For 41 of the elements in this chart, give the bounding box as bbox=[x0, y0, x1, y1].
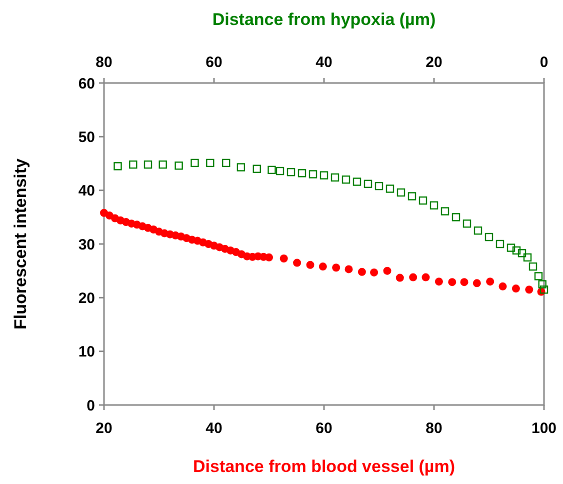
point bbox=[498, 282, 507, 290]
point bbox=[306, 260, 314, 269]
point bbox=[460, 278, 468, 286]
x-tick-label: 20 bbox=[96, 420, 112, 437]
point bbox=[525, 286, 534, 294]
y-axis-title: Fluorescent intensity bbox=[11, 158, 30, 330]
y-tick-label: 0 bbox=[86, 397, 95, 414]
x2-tick-label: 20 bbox=[426, 54, 442, 71]
y-tick-label: 30 bbox=[78, 236, 95, 254]
y-tick-label: 50 bbox=[78, 128, 95, 146]
point bbox=[486, 278, 494, 286]
point bbox=[280, 254, 288, 262]
x2-tick-label: 60 bbox=[206, 54, 222, 71]
x2-tick-label: 80 bbox=[96, 54, 112, 71]
point bbox=[358, 268, 366, 276]
x2-tick-label: 0 bbox=[540, 54, 548, 71]
x-tick-label: 80 bbox=[426, 420, 442, 437]
x-tick-label: 100 bbox=[531, 420, 557, 437]
x2-axis-title: Distance from hypoxia (µm) bbox=[212, 10, 436, 29]
y-tick-label: 10 bbox=[78, 344, 95, 361]
point bbox=[409, 273, 418, 282]
x-axis-title: Distance from blood vessel (µm) bbox=[192, 457, 456, 476]
point bbox=[383, 266, 392, 275]
y-tick-label: 40 bbox=[78, 182, 95, 200]
point bbox=[318, 262, 327, 271]
x2-tick-label: 40 bbox=[316, 54, 332, 71]
point bbox=[332, 264, 340, 272]
x-tick-label: 60 bbox=[316, 420, 332, 437]
point bbox=[370, 268, 378, 276]
point bbox=[512, 284, 520, 293]
point bbox=[472, 279, 481, 288]
point bbox=[344, 265, 353, 274]
y-tick-label: 60 bbox=[78, 75, 95, 92]
point bbox=[293, 258, 302, 267]
x-tick-label: 40 bbox=[206, 420, 222, 437]
y-tick-label: 20 bbox=[78, 290, 95, 307]
point bbox=[265, 253, 273, 262]
point bbox=[396, 274, 404, 282]
point bbox=[422, 273, 430, 282]
point bbox=[434, 278, 443, 286]
point bbox=[448, 278, 456, 286]
